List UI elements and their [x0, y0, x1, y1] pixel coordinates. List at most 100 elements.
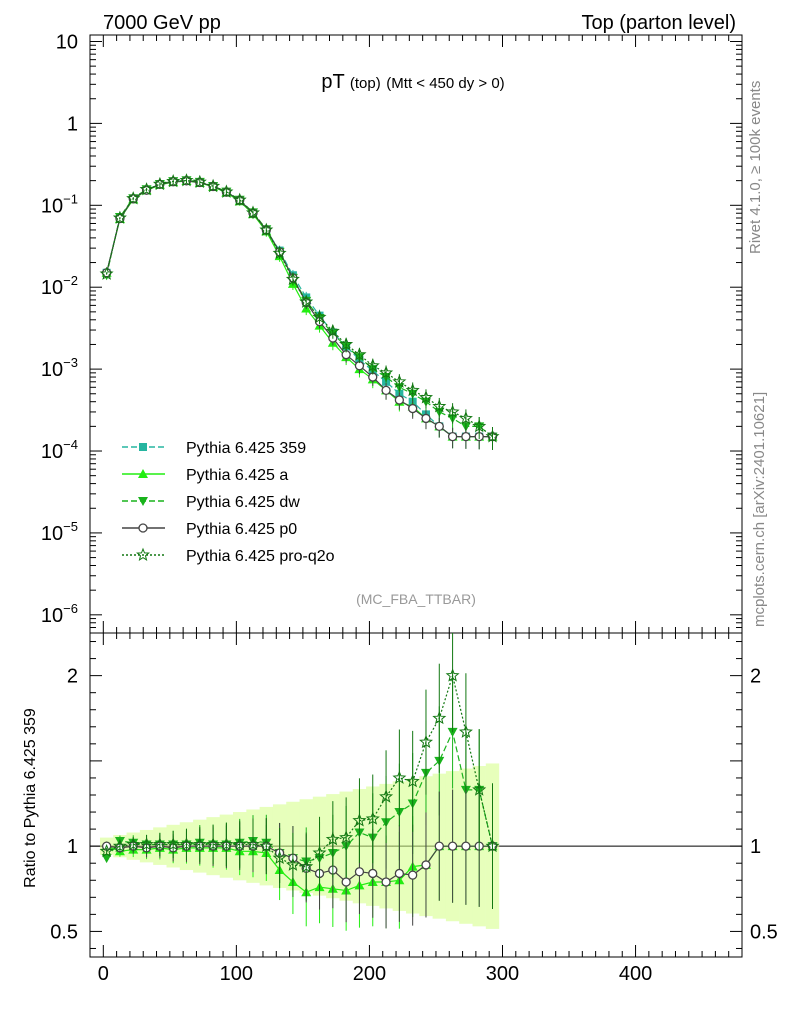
header-left: 7000 GeV pp [103, 12, 221, 34]
y-tick-mantissa: 10 [41, 277, 63, 299]
ratio-point [445, 668, 460, 682]
mcplots-label: mcplots.cern.ch [arXiv:2401.10621] [751, 392, 768, 627]
ratio-point [419, 734, 433, 749]
legend-marker [136, 547, 150, 562]
title-cond: (Mtt < 450 dy > 0) [386, 75, 504, 92]
chart-title: pT (top) (Mtt < 450 dy > 0) [321, 71, 504, 93]
y-tick-label: 10−3 [41, 355, 78, 381]
y-tick-label: 10 [56, 31, 78, 53]
ratio-point [447, 841, 458, 851]
y-tick-mantissa: 10 [41, 359, 63, 381]
y-tick-label: 10−4 [41, 437, 78, 463]
data-point [408, 403, 418, 414]
y-tick-mantissa: 1 [67, 113, 78, 135]
data-point [179, 173, 194, 187]
ratio-point [219, 837, 234, 851]
y-tick-label: 10−2 [41, 273, 78, 299]
y-tick-mantissa: 10 [41, 523, 63, 545]
legend-label: Pythia 6.425 p0 [186, 521, 297, 538]
ratio-point [461, 841, 471, 851]
data-point [381, 385, 391, 396]
y-tick-exponent: −2 [63, 273, 78, 288]
ratio-point [379, 789, 394, 803]
y-tick-exponent: −6 [63, 601, 78, 616]
data-point [259, 222, 274, 236]
y-tick-exponent: −5 [63, 519, 78, 534]
ratio-point [299, 859, 314, 873]
data-point [206, 178, 221, 193]
ratio-point [101, 854, 112, 864]
ratio-point [325, 831, 340, 846]
ratio-point [368, 868, 378, 879]
ratio-point [139, 837, 154, 851]
data-point [434, 421, 444, 432]
data-point [379, 365, 394, 379]
data-point [394, 395, 405, 405]
data-point [421, 413, 431, 424]
data-point [445, 404, 460, 418]
data-point [405, 383, 420, 397]
data-point [392, 374, 407, 388]
data-point [447, 431, 458, 442]
data-point [139, 182, 154, 196]
legend-entry: Pythia 6.425 dw [122, 494, 300, 511]
ratio-series-star [99, 633, 500, 909]
data-point [166, 174, 181, 188]
y-tick-label: 10−6 [41, 601, 78, 627]
x-tick-label: 300 [486, 963, 519, 985]
ratio-point [192, 837, 207, 851]
ratio-point [272, 850, 287, 864]
ratio-point [381, 877, 391, 887]
series-triangle-down [101, 176, 498, 450]
legend-label: Pythia 6.425 dw [186, 494, 300, 511]
data-point [458, 411, 473, 425]
ratio-point [434, 841, 444, 851]
data-point [272, 245, 287, 260]
legend-entry: Pythia 6.425 pro-q2o [122, 547, 335, 565]
legend-marker [138, 497, 148, 506]
y-tick-exponent: −1 [63, 191, 78, 206]
data-point [285, 271, 300, 286]
data-point [112, 210, 127, 224]
ratio-point [365, 811, 380, 825]
data-point [246, 205, 260, 219]
data-point [352, 347, 367, 361]
series-line [106, 180, 493, 438]
ratio-point [421, 860, 431, 870]
legend-label: Pythia 6.425 a [186, 467, 288, 484]
data-point [365, 358, 380, 372]
ratio-y-tick-label: 2 [67, 666, 78, 688]
y-tick-mantissa: 10 [56, 31, 78, 53]
data-point [99, 266, 114, 280]
ratio-point [112, 838, 127, 853]
ratio-point [339, 830, 354, 844]
ratio-point [312, 845, 327, 859]
title-sub: (top) [350, 75, 381, 92]
series-star [99, 173, 500, 450]
legend-marker [139, 443, 147, 451]
ratio-point [179, 837, 194, 851]
ratio-y-tick-label-right: 0.5 [750, 921, 778, 943]
y-tick-exponent: −4 [63, 437, 78, 452]
ratio-ylabel: Ratio to Pythia 6.425 359 [22, 708, 39, 888]
main-frame [89, 34, 743, 634]
ratio-line [106, 673, 494, 868]
x-tick-label: 0 [98, 963, 109, 985]
ratio-point [259, 838, 274, 853]
x-tick-label: 400 [619, 963, 652, 985]
header-right: Top (parton level) [581, 12, 736, 34]
legend-label: Pythia 6.425 359 [186, 440, 306, 457]
data-point [419, 390, 433, 404]
x-tick-label: 100 [220, 963, 253, 985]
series-line [106, 179, 493, 438]
ratio-point [432, 710, 447, 725]
title-main: pT [321, 71, 344, 93]
x-tick-label: 200 [353, 963, 386, 985]
y-tick-mantissa: 10 [41, 605, 63, 627]
data-point [232, 192, 247, 207]
y-tick-mantissa: 10 [41, 195, 63, 217]
legend-label: Pythia 6.425 pro-q2o [186, 548, 335, 565]
y-tick-mantissa: 10 [41, 441, 63, 463]
